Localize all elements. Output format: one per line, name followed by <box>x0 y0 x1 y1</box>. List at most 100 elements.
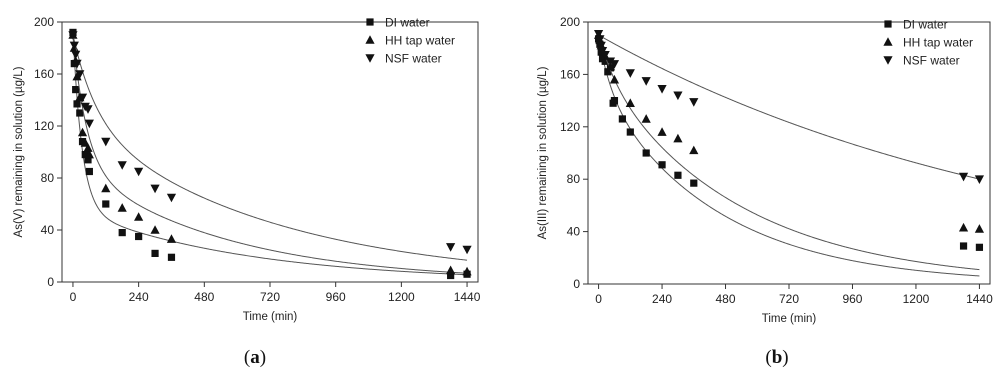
data-point-di-water <box>601 57 609 65</box>
y-tick-label: 160 <box>34 67 54 81</box>
legend-marker-hh-tap-water <box>883 37 893 46</box>
data-point-di-water <box>690 179 698 187</box>
data-point-nsf-water <box>72 59 82 69</box>
y-tick-label: 160 <box>560 67 580 81</box>
data-point-nsf-water <box>595 35 605 44</box>
data-point-di-water <box>167 253 176 261</box>
data-point-nsf-water <box>641 77 651 86</box>
data-point-hh-tap-water <box>101 183 111 193</box>
legend-label-hh-tap-water: HH tap water <box>385 34 455 48</box>
y-axis-title: As(V) remaining in solution (µg/L) <box>13 66 25 237</box>
data-point-nsf-water <box>689 98 699 107</box>
data-point-nsf-water <box>134 167 144 177</box>
data-point-di-water <box>674 171 682 179</box>
data-point-hh-tap-water <box>117 203 127 212</box>
fit-curve-nsf-water <box>72 34 468 261</box>
data-point-di-water <box>604 68 612 76</box>
data-point-hh-tap-water <box>974 224 985 233</box>
data-point-di-water <box>626 128 634 136</box>
data-point-nsf-water <box>117 161 127 170</box>
data-point-nsf-water <box>69 41 79 51</box>
data-point-nsf-water <box>605 57 616 67</box>
y-tick-label: 0 <box>47 275 54 289</box>
x-tick-label: 0 <box>70 290 77 304</box>
data-point-nsf-water <box>600 50 610 60</box>
legend: DI water HH tap water NSF water <box>365 16 455 66</box>
data-point-nsf-water <box>75 70 85 79</box>
x-tick-label: 480 <box>194 290 214 304</box>
data-point-hh-tap-water <box>657 127 667 136</box>
x-tick-label: 240 <box>129 290 149 304</box>
x-tick-label: 960 <box>842 292 862 306</box>
legend-marker-di-water <box>366 18 374 26</box>
data-point-hh-tap-water <box>689 145 699 155</box>
data-point-di-water <box>642 149 650 157</box>
data-point-di-water <box>447 271 455 280</box>
data-point-hh-tap-water <box>625 98 635 108</box>
data-point-nsf-water <box>593 29 604 39</box>
data-point-hh-tap-water <box>673 133 683 143</box>
legend: DI water HH tap water NSF water <box>883 18 973 68</box>
data-point-hh-tap-water <box>462 266 472 276</box>
data-point-di-water <box>78 138 87 146</box>
fit-curve-hh-tap-water <box>72 34 468 274</box>
x-tick-label: 720 <box>779 292 799 306</box>
data-point-nsf-water <box>77 93 88 103</box>
panel-label: (b) <box>765 347 788 368</box>
data-point-di-water <box>618 115 626 123</box>
y-tick-label: 40 <box>567 225 581 239</box>
panel-label: (a) <box>244 347 266 368</box>
data-point-di-water <box>84 156 92 164</box>
data-point-nsf-water <box>974 175 985 184</box>
x-tick-label: 240 <box>652 292 672 306</box>
x-tick-label: 0 <box>595 292 602 306</box>
data-point-hh-tap-water <box>641 114 651 123</box>
y-tick-label: 80 <box>41 171 55 185</box>
y-tick-label: 80 <box>567 172 581 186</box>
y-tick-label: 40 <box>41 223 55 237</box>
data-point-di-water <box>76 109 84 117</box>
y-tick-label: 200 <box>34 15 54 29</box>
data-point-di-water <box>151 249 159 257</box>
fit-curve-di-water <box>72 32 468 276</box>
data-point-nsf-water <box>657 85 667 94</box>
y-tick-label: 120 <box>560 120 580 134</box>
data-point-hh-tap-water <box>609 74 620 84</box>
data-point-nsf-water <box>958 172 969 182</box>
legend-label-nsf-water: NSF water <box>385 52 442 66</box>
data-point-nsf-water <box>68 31 78 40</box>
x-tick-label: 1200 <box>388 290 415 304</box>
legend-label-nsf-water: NSF water <box>903 54 960 68</box>
data-point-nsf-water <box>609 60 620 69</box>
fit-curve-hh-tap-water <box>598 34 980 271</box>
data-point-di-water <box>73 100 81 108</box>
data-point-nsf-water <box>84 119 94 129</box>
x-tick-label: 960 <box>326 290 346 304</box>
data-point-di-water <box>85 167 93 176</box>
data-point-nsf-water <box>83 105 93 114</box>
data-point-di-water <box>658 161 666 169</box>
y-tick-label: 200 <box>560 15 580 29</box>
x-axis-title: Time (min) <box>762 313 817 325</box>
legend-label-di-water: DI water <box>385 16 430 30</box>
chart-panel-a: 0 240 480 720 960 1200 1440 0 40 80 120 160 200 Time … <box>13 15 481 368</box>
fit-curve-di-water <box>598 37 980 277</box>
x-axis-title: Time (min) <box>243 311 298 323</box>
data-point-di-water <box>102 200 110 208</box>
y-axis-title: As(III) remaining in solution (µg/L) <box>537 66 549 239</box>
y-tick-label: 120 <box>34 119 54 133</box>
x-tick-label: 1440 <box>966 292 993 306</box>
data-point-hh-tap-water <box>958 222 969 232</box>
data-point-hh-tap-water <box>77 127 88 137</box>
data-point-hh-tap-water <box>84 149 94 159</box>
data-point-nsf-water <box>462 245 472 255</box>
data-point-di-water <box>959 242 968 250</box>
data-point-nsf-water <box>596 41 606 51</box>
x-tick-label: 1440 <box>454 290 481 304</box>
data-point-hh-tap-water <box>166 234 177 243</box>
data-point-nsf-water <box>71 50 81 60</box>
x-tick-label: 1200 <box>903 292 930 306</box>
chart-panel-b: 0 240 480 720 960 1200 1440 0 40 80 120 160 200 Time … <box>537 15 993 368</box>
data-point-nsf-water <box>101 137 111 147</box>
